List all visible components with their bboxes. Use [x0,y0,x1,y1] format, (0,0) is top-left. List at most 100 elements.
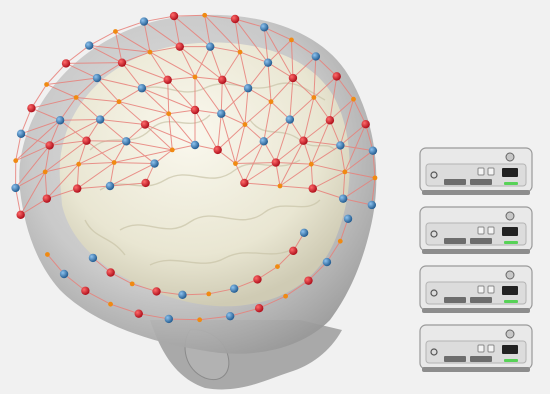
mesh-line [144,113,169,125]
mesh-line [243,141,265,184]
mesh-line [149,51,169,81]
mesh-line [88,31,116,46]
connector-port [470,297,492,303]
mesh-line [210,46,241,53]
electrode-orange [311,95,317,100]
electrode-red [308,184,317,193]
mesh-line [313,76,338,98]
electrode-blue [311,52,321,61]
electrode-blue [150,159,159,168]
power-icon [430,289,438,297]
button-icon [487,285,495,294]
mesh-line [143,21,151,53]
mesh-line [31,107,61,121]
mesh-line [46,84,77,98]
connector-port [470,238,492,244]
electrode-red [45,141,54,150]
mesh-line [311,163,345,173]
electrode-blue [260,23,269,32]
mesh-line [44,140,87,173]
mesh-line [313,56,317,98]
mesh-line [371,177,376,206]
mesh-line [312,188,344,200]
electrode-red [304,276,313,285]
electrode-blue [178,290,187,300]
mesh-line [247,62,269,89]
mesh-line [208,288,235,295]
mesh-line [244,101,272,125]
electrode-blue [263,58,273,67]
electrode-red [169,11,179,21]
mesh-line [342,171,346,199]
status-led [504,359,518,362]
electrode-orange [277,183,283,189]
mesh-line [15,144,50,162]
mesh-line [220,87,249,115]
amplifier-unit [419,147,533,195]
display-slot [502,286,518,295]
mesh-line [44,145,51,172]
mesh-line [264,26,292,41]
mesh-line [329,120,341,146]
mesh-line [78,162,115,165]
button-icon [477,285,485,294]
mesh-line [315,56,338,77]
mesh-line [267,62,272,102]
mesh-line [15,187,22,215]
mesh-line [340,123,367,146]
mesh-line [77,185,111,190]
brain-shape [59,42,350,307]
electrode-orange [342,169,348,175]
electrode-blue [122,137,131,146]
electrode-orange [147,49,153,55]
electrode-red [230,14,240,24]
mesh-line [66,62,123,64]
connector-port [470,179,492,185]
electrode-orange [289,37,294,43]
mesh-line [230,307,260,317]
electrode-red [81,286,90,295]
mesh-line [173,15,181,47]
mesh-line [167,79,196,111]
electrode-mesh [15,14,376,321]
amplifier-base [422,249,530,254]
mesh-line [96,77,120,103]
mesh-line [291,39,317,57]
mesh-line [44,171,48,199]
mesh-line [289,119,304,142]
electrode-orange [197,317,203,323]
mesh-line [143,15,175,23]
mesh-line [310,120,331,165]
mesh-line [372,150,376,178]
electrode-red [299,136,308,145]
mesh-line [279,163,312,187]
electrode-red [218,75,227,85]
mesh-line [20,107,32,135]
mesh-line [86,140,127,142]
electrode-orange [45,252,50,257]
mesh-line [85,290,111,305]
electrode-red [73,184,82,193]
mesh-line [118,101,169,115]
mesh-line [20,198,48,216]
mesh-line [292,77,315,98]
mesh-line [20,171,46,216]
mesh-line [234,18,241,53]
display-slot [502,227,518,236]
mesh-line [290,39,294,79]
button-icon [477,226,485,235]
amplifier-unit [419,265,533,313]
mesh-line [173,15,211,48]
electrode-orange [116,99,122,105]
mesh-line [59,119,87,142]
mesh-line [49,120,61,146]
electrode-orange [372,175,378,181]
electrode-red [61,59,71,68]
mesh-line [15,133,22,161]
mesh-line [312,171,346,190]
electrode-blue [92,73,102,83]
mesh-line [31,84,48,109]
electrode-blue [59,269,69,279]
mesh-line [31,96,77,109]
